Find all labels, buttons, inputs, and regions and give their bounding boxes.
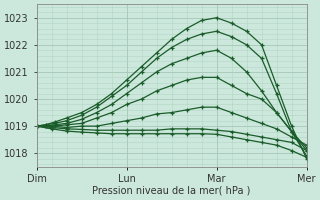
X-axis label: Pression niveau de la mer( hPa ): Pression niveau de la mer( hPa ) xyxy=(92,186,251,196)
